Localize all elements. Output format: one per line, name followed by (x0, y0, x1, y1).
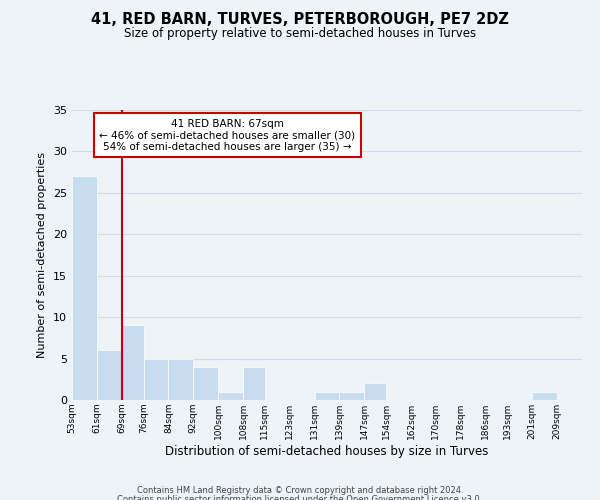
Bar (340, 392, 364, 400)
Bar (72, 176, 97, 400)
Text: 41 RED BARN: 67sqm
← 46% of semi-detached houses are smaller (30)
54% of semi-de: 41 RED BARN: 67sqm ← 46% of semi-detache… (100, 118, 356, 152)
Text: Size of property relative to semi-detached houses in Turves: Size of property relative to semi-detach… (124, 28, 476, 40)
Y-axis label: Number of semi-detached properties: Number of semi-detached properties (37, 152, 47, 358)
Bar (364, 384, 386, 400)
Text: Contains HM Land Registry data © Crown copyright and database right 2024.: Contains HM Land Registry data © Crown c… (137, 486, 463, 495)
Bar (193, 367, 218, 400)
Bar (169, 358, 193, 400)
Bar (122, 326, 143, 400)
X-axis label: Distribution of semi-detached houses by size in Turves: Distribution of semi-detached houses by … (166, 444, 488, 458)
Text: Contains public sector information licensed under the Open Government Licence v3: Contains public sector information licen… (118, 495, 482, 500)
Bar (218, 392, 243, 400)
Bar (243, 367, 265, 400)
Bar (143, 358, 169, 400)
Bar (97, 350, 122, 400)
Text: 41, RED BARN, TURVES, PETERBOROUGH, PE7 2DZ: 41, RED BARN, TURVES, PETERBOROUGH, PE7 … (91, 12, 509, 28)
Bar (314, 392, 340, 400)
Bar (532, 392, 557, 400)
